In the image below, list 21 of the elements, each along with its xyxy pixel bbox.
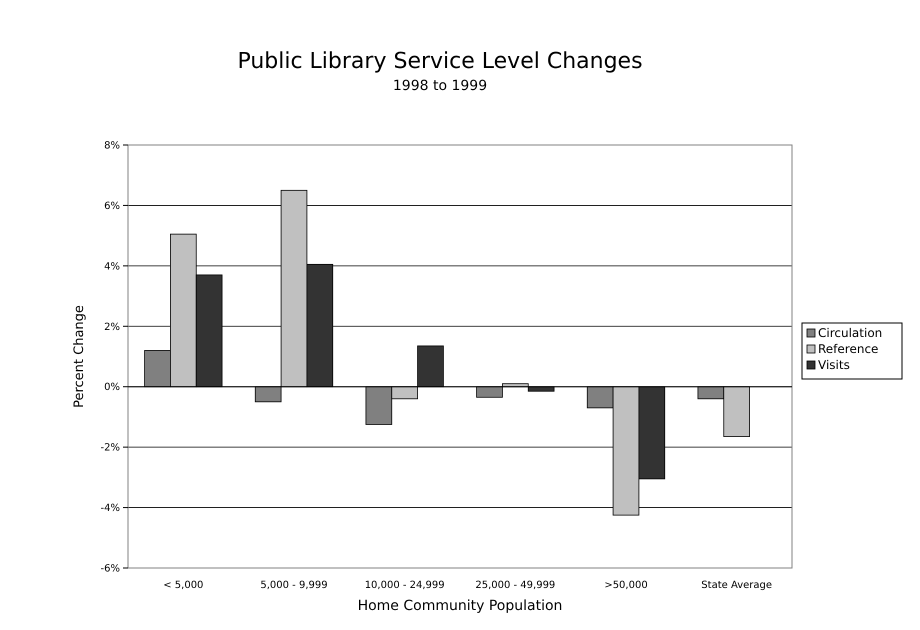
x-tick-label: 25,000 - 49,999 [475, 580, 556, 591]
x-tick-label: < 5,000 [163, 580, 204, 591]
y-tick-label: 0% [104, 382, 120, 394]
x-axis-title: Home Community Population [358, 598, 562, 614]
y-tick-label: 8% [104, 140, 120, 152]
y-tick-label: 2% [104, 322, 120, 333]
legend-label: Visits [818, 358, 850, 372]
x-tick-label: >50,000 [604, 580, 648, 591]
chart-title: Public Library Service Level Changes [237, 49, 643, 74]
legend-label: Reference [818, 342, 878, 356]
y-tick-label: -2% [100, 442, 120, 454]
chart-subtitle: 1998 to 1999 [392, 78, 488, 94]
x-tick-label: 5,000 - 9,999 [260, 580, 328, 591]
y-axis-title: Percent Change [72, 305, 87, 408]
legend-label: Circulation [818, 326, 882, 340]
y-tick-label: 4% [104, 261, 120, 272]
x-tick-label: 10,000 - 24,999 [364, 580, 445, 591]
y-tick-label: -4% [100, 503, 120, 514]
y-tick-label: -6% [100, 564, 120, 574]
y-tick-label: 6% [104, 200, 120, 212]
x-tick-label: State Average [701, 580, 772, 591]
